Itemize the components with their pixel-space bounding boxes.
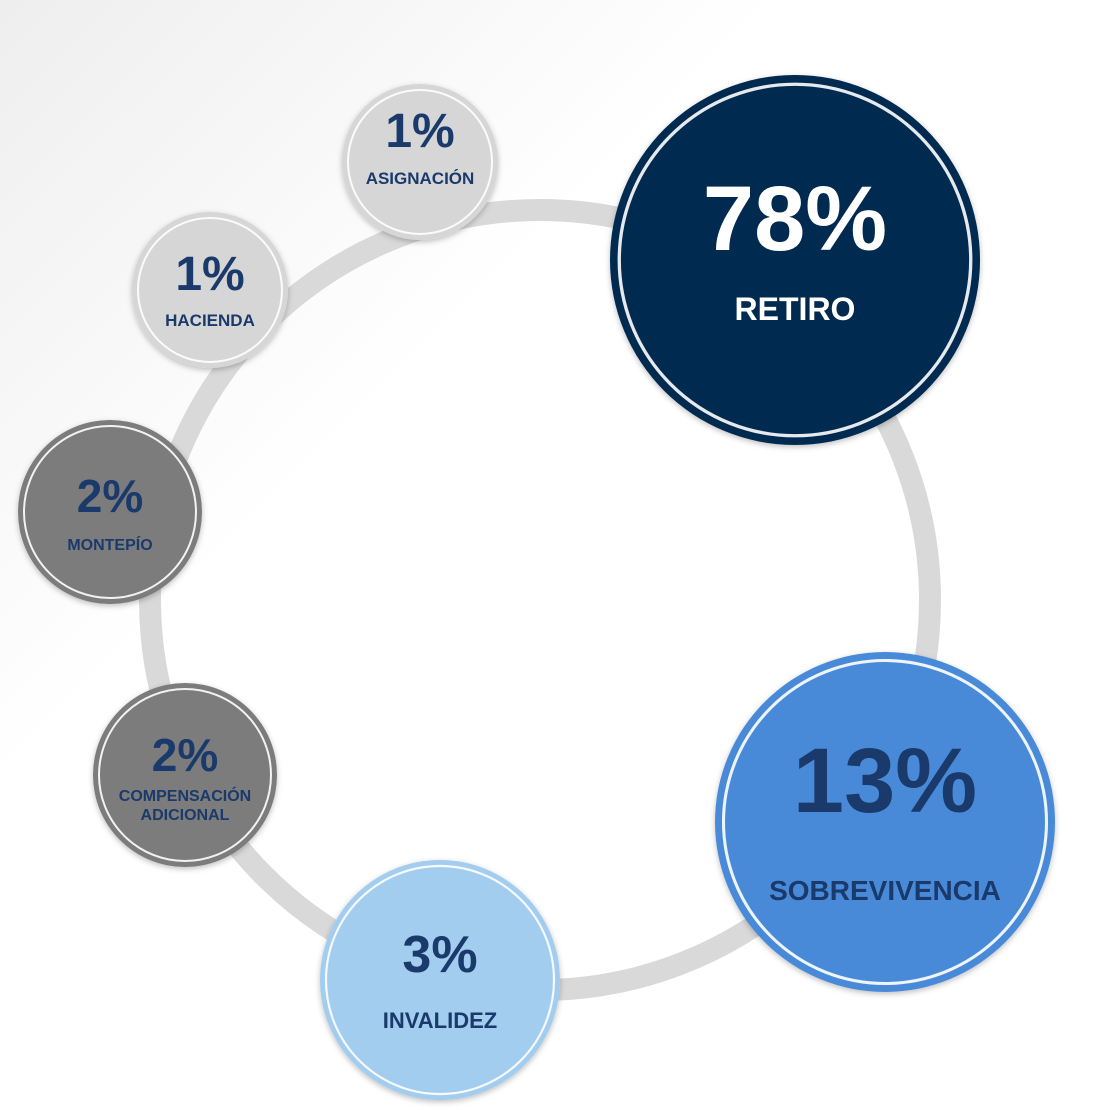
value-label-sobrevivencia: 13% — [793, 730, 977, 832]
bubble-compensacion-adicional: 2% COMPENSACIÓN ADICIONAL — [93, 683, 277, 867]
bubble-inner-ring — [324, 864, 556, 1096]
value-label-asignacion: 1% — [385, 105, 454, 158]
category-label-compensacion-adicional: ADICIONAL — [141, 807, 230, 824]
bubble-mark-montepio — [18, 420, 202, 604]
bubble-sobrevivencia: 13% SOBREVIVENCIA — [715, 652, 1055, 992]
bubble-invalidez: 3% INVALIDEZ — [320, 860, 560, 1100]
bubble-inner-ring — [347, 89, 493, 235]
value-label-hacienda: 1% — [175, 248, 244, 301]
category-label-retiro: RETIRO — [735, 291, 856, 327]
value-label-retiro: 78% — [703, 168, 887, 270]
bubble-montepio: 2% MONTEPÍO — [18, 420, 202, 604]
bubble-inner-ring — [23, 425, 197, 599]
bubble-mark-compensacion-adicional — [93, 683, 277, 867]
value-label-invalidez: 3% — [402, 926, 477, 984]
bubble-mark-hacienda — [132, 212, 288, 368]
bubble-mark-retiro — [610, 75, 980, 445]
category-label-montepio: MONTEPÍO — [67, 535, 152, 554]
category-label-compensacion-adicional: COMPENSACIÓN — [119, 786, 251, 805]
bubble-inner-ring — [617, 82, 973, 438]
category-label-invalidez: INVALIDEZ — [383, 1008, 497, 1033]
category-label-sobrevivencia: SOBREVIVENCIA — [769, 875, 1001, 906]
value-label-compensacion-adicional: 2% — [152, 729, 218, 781]
bubble-inner-ring — [98, 688, 272, 862]
bubble-hacienda: 1% HACIENDA — [132, 212, 288, 368]
bubble-mark-invalidez — [320, 860, 560, 1100]
value-label-montepio: 2% — [77, 470, 143, 522]
category-label-hacienda: HACIENDA — [165, 311, 255, 330]
bubble-inner-ring — [721, 658, 1049, 986]
bubble-asignacion: 1% ASIGNACIÓN — [342, 84, 498, 240]
bubble-mark-asignacion — [342, 84, 498, 240]
bubble-retiro: 78% RETIRO — [610, 75, 980, 445]
bubble-mark-sobrevivencia — [715, 652, 1055, 992]
category-label-asignacion: ASIGNACIÓN — [366, 169, 475, 188]
bubble-inner-ring — [137, 217, 283, 363]
